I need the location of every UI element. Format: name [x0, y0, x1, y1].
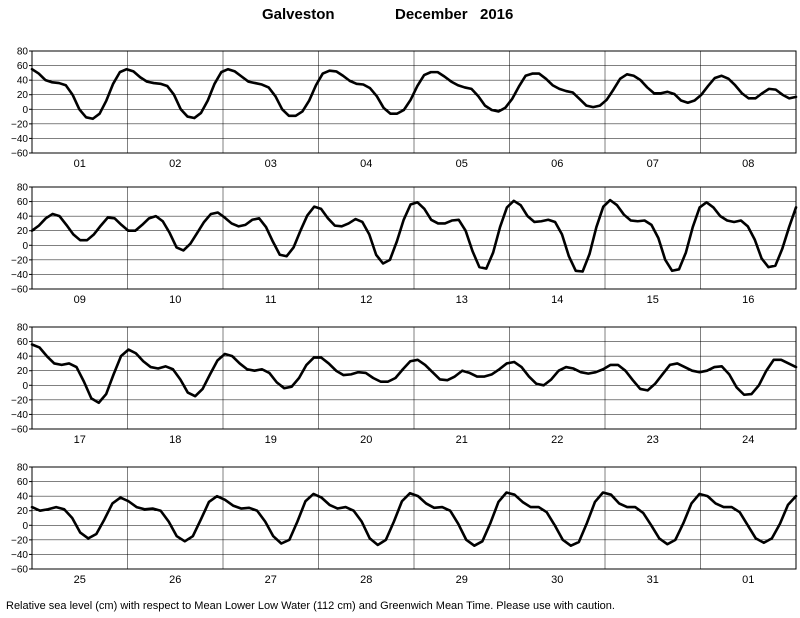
day-label: 23	[647, 434, 659, 446]
y-tick-label: 60	[17, 197, 29, 208]
y-tick-label: −20	[11, 255, 28, 266]
y-tick-label: 40	[17, 76, 29, 87]
y-tick-label: 80	[17, 323, 29, 334]
panel-frame	[31, 326, 797, 430]
panel-frame	[31, 186, 797, 290]
day-label: 15	[647, 294, 659, 306]
day-label: 17	[74, 434, 86, 446]
tide-series-line	[30, 491, 798, 547]
day-label: 19	[265, 434, 277, 446]
day-label: 22	[551, 434, 563, 446]
chart-title: Galveston December 2016	[0, 6, 800, 26]
y-tick-label: 80	[17, 183, 29, 194]
y-tick-label: 80	[17, 463, 29, 474]
y-tick-label: 60	[17, 477, 29, 488]
day-label: 03	[265, 158, 277, 170]
y-tick-label: 60	[17, 61, 29, 72]
y-tick-label: 60	[17, 337, 29, 348]
y-tick-label: 40	[17, 492, 29, 503]
day-label: 18	[169, 434, 181, 446]
day-label: 02	[169, 158, 181, 170]
day-label: 01	[74, 158, 86, 170]
day-label: 30	[551, 574, 563, 586]
y-tick-label: −60	[11, 565, 28, 576]
day-label: 05	[456, 158, 468, 170]
day-label: 29	[456, 574, 468, 586]
day-label: 06	[551, 158, 563, 170]
day-label: 07	[647, 158, 659, 170]
day-label: 21	[456, 434, 468, 446]
day-label: 11	[265, 294, 276, 306]
y-tick-label: 0	[22, 521, 28, 532]
y-tick-label: 40	[17, 212, 29, 223]
y-tick-label: 20	[17, 226, 29, 237]
panel-frame	[31, 50, 797, 154]
day-label: 01	[742, 574, 754, 586]
year-label: 2016	[480, 6, 514, 23]
tide-series-line	[30, 198, 798, 273]
day-label: 20	[360, 434, 372, 446]
y-tick-label: −40	[11, 134, 28, 145]
day-label: 14	[551, 294, 563, 306]
panel-frame	[31, 466, 797, 570]
y-tick-label: 20	[17, 90, 29, 101]
y-tick-label: 0	[22, 105, 28, 116]
y-tick-label: −20	[11, 119, 28, 130]
y-tick-label: −40	[11, 410, 28, 421]
y-tick-label: −60	[11, 285, 28, 296]
day-label: 13	[456, 294, 468, 306]
y-tick-label: −60	[11, 149, 28, 160]
station-name: Galveston	[262, 6, 335, 23]
tide-series-line	[30, 67, 798, 121]
tide-plots: −60 −40 −20 0 20 40 60 80 01 02 03 04 05 06 07 08 −60 −40…	[11, 47, 798, 586]
day-label: 31	[647, 574, 659, 586]
day-label: 12	[360, 294, 372, 306]
y-tick-label: 20	[17, 366, 29, 377]
day-label: 25	[74, 574, 86, 586]
y-tick-label: −60	[11, 425, 28, 436]
day-label: 27	[265, 574, 277, 586]
caption: Relative sea level (cm) with respect to …	[6, 600, 615, 612]
day-label: 26	[169, 574, 181, 586]
y-tick-label: 0	[22, 381, 28, 392]
day-label: 09	[74, 294, 86, 306]
day-label: 08	[742, 158, 754, 170]
y-tick-label: 40	[17, 352, 29, 363]
day-label: 04	[360, 158, 372, 170]
day-label: 28	[360, 574, 372, 586]
y-tick-label: −20	[11, 395, 28, 406]
y-tick-label: 80	[17, 47, 29, 58]
day-label: 24	[742, 434, 754, 446]
y-tick-label: 20	[17, 506, 29, 517]
day-label: 10	[169, 294, 181, 306]
day-label: 16	[742, 294, 754, 306]
y-tick-label: 0	[22, 241, 28, 252]
tide-series-line	[30, 343, 798, 405]
y-tick-label: −40	[11, 550, 28, 561]
y-tick-label: −20	[11, 535, 28, 546]
month-name: December	[395, 6, 468, 23]
y-tick-label: −40	[11, 270, 28, 281]
